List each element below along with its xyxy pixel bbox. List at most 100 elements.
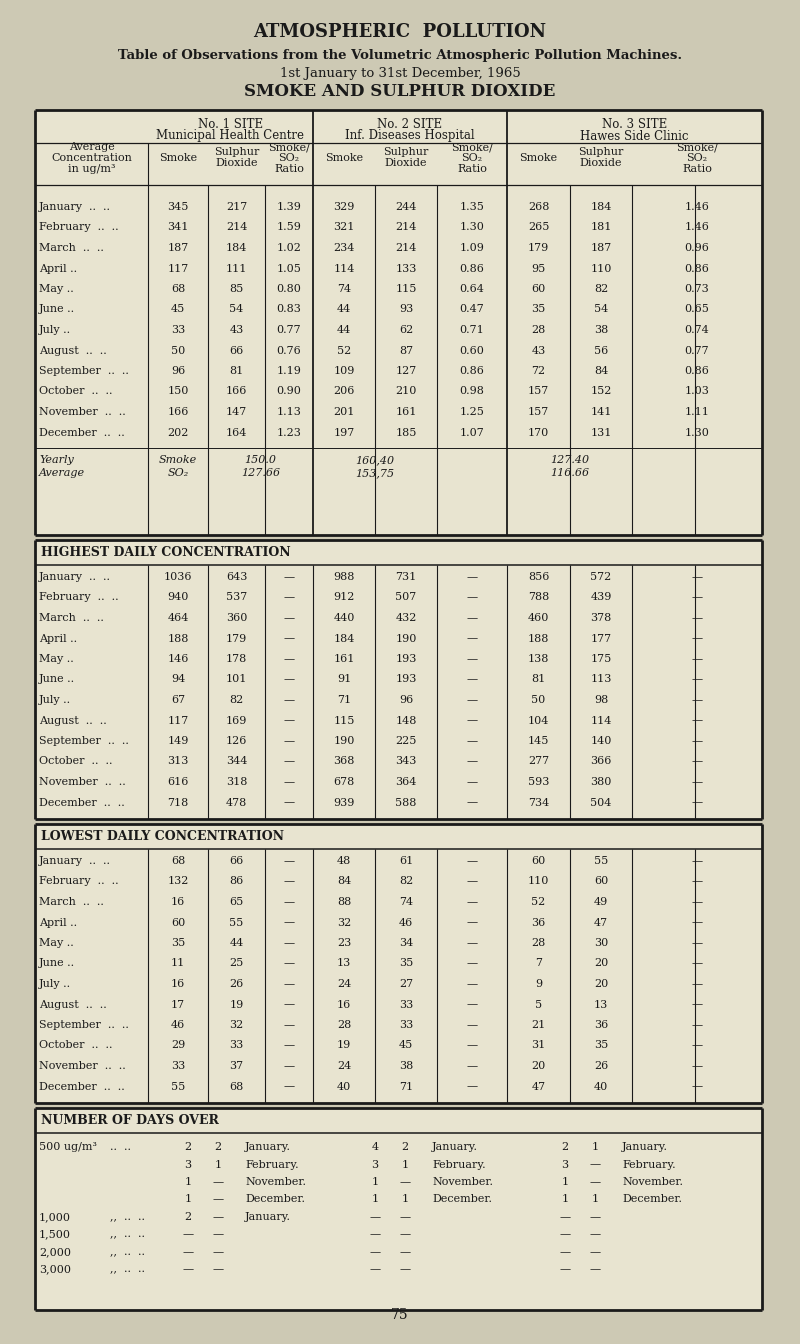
Text: SO₂: SO₂ <box>278 153 299 163</box>
Text: —: — <box>466 856 478 866</box>
Text: —: — <box>466 757 478 766</box>
Text: 678: 678 <box>334 777 354 788</box>
Text: August  ..  ..: August .. .. <box>39 345 106 356</box>
Text: November.: November. <box>622 1177 683 1187</box>
Text: —: — <box>466 675 478 684</box>
Text: —: — <box>691 695 702 706</box>
Text: Smoke: Smoke <box>519 153 558 163</box>
Text: 33: 33 <box>399 1000 413 1009</box>
Text: —: — <box>283 715 294 726</box>
Text: 244: 244 <box>395 202 417 212</box>
Text: —: — <box>691 876 702 887</box>
Text: 0.76: 0.76 <box>277 345 302 356</box>
Text: 147: 147 <box>226 407 247 417</box>
Text: SO₂: SO₂ <box>167 468 189 478</box>
Text: 45: 45 <box>171 305 185 314</box>
Text: 731: 731 <box>395 573 417 582</box>
Text: 572: 572 <box>590 573 612 582</box>
Text: 432: 432 <box>395 613 417 624</box>
Text: February.: February. <box>245 1160 298 1169</box>
Text: 0.74: 0.74 <box>685 325 710 335</box>
Text: 0.77: 0.77 <box>685 345 710 356</box>
Text: June ..: June .. <box>39 958 75 969</box>
Text: 40: 40 <box>337 1082 351 1091</box>
Text: 60: 60 <box>594 876 608 887</box>
Text: —: — <box>559 1265 570 1274</box>
Text: ,,  ..  ..: ,, .. .. <box>110 1212 145 1222</box>
Text: January.: January. <box>432 1142 478 1152</box>
Bar <box>35 824 762 1103</box>
Text: July ..: July .. <box>39 695 71 706</box>
Text: 1036: 1036 <box>164 573 192 582</box>
Text: 364: 364 <box>395 777 417 788</box>
Text: 214: 214 <box>395 243 417 253</box>
Text: 588: 588 <box>395 797 417 808</box>
Text: Average: Average <box>69 142 114 152</box>
Text: —: — <box>399 1212 410 1222</box>
Text: —: — <box>466 918 478 927</box>
Text: June ..: June .. <box>39 305 75 314</box>
Text: 1st January to 31st December, 1965: 1st January to 31st December, 1965 <box>280 66 520 79</box>
Text: 127.40: 127.40 <box>550 456 589 465</box>
Text: 38: 38 <box>399 1060 413 1071</box>
Text: January  ..  ..: January .. .. <box>39 856 111 866</box>
Text: —: — <box>691 1040 702 1051</box>
Text: 3: 3 <box>562 1160 569 1169</box>
Text: 35: 35 <box>594 1040 608 1051</box>
Text: 214: 214 <box>226 223 247 233</box>
Text: —: — <box>466 593 478 602</box>
Text: —: — <box>559 1212 570 1222</box>
Text: 187: 187 <box>167 243 189 253</box>
Text: —: — <box>213 1230 223 1239</box>
Text: 35: 35 <box>531 305 546 314</box>
Text: 0.86: 0.86 <box>685 263 710 273</box>
Text: 160,40: 160,40 <box>355 456 394 465</box>
Text: 60: 60 <box>531 856 546 866</box>
Text: 149: 149 <box>167 737 189 746</box>
Text: 0.71: 0.71 <box>460 325 484 335</box>
Text: Sulphur: Sulphur <box>578 146 624 157</box>
Text: 26: 26 <box>230 978 244 989</box>
Text: —: — <box>283 1040 294 1051</box>
Text: 82: 82 <box>399 876 413 887</box>
Text: 132: 132 <box>167 876 189 887</box>
Text: 61: 61 <box>399 856 413 866</box>
Text: —: — <box>466 613 478 624</box>
Text: 344: 344 <box>226 757 247 766</box>
Text: Dioxide: Dioxide <box>580 159 622 168</box>
Text: —: — <box>283 757 294 766</box>
Bar <box>35 110 762 535</box>
Text: 1: 1 <box>371 1177 378 1187</box>
Text: —: — <box>466 777 478 788</box>
Text: LOWEST DAILY CONCENTRATION: LOWEST DAILY CONCENTRATION <box>41 831 284 844</box>
Text: SO₂: SO₂ <box>686 153 707 163</box>
Text: 88: 88 <box>337 896 351 907</box>
Text: 0.86: 0.86 <box>685 366 710 376</box>
Text: —: — <box>559 1230 570 1239</box>
Text: Smoke/: Smoke/ <box>268 142 310 152</box>
Text: April ..: April .. <box>39 918 77 927</box>
Text: No. 2 SITE: No. 2 SITE <box>378 117 442 130</box>
Text: 1: 1 <box>562 1177 569 1187</box>
Text: July ..: July .. <box>39 978 71 989</box>
Text: 188: 188 <box>167 633 189 644</box>
Text: 4: 4 <box>371 1142 378 1152</box>
Text: —: — <box>691 938 702 948</box>
Text: —: — <box>283 695 294 706</box>
Text: —: — <box>283 938 294 948</box>
Text: —: — <box>466 633 478 644</box>
Text: —: — <box>691 1000 702 1009</box>
Text: 85: 85 <box>230 284 244 294</box>
Text: November  ..  ..: November .. .. <box>39 777 126 788</box>
Text: September  ..  ..: September .. .. <box>39 366 129 376</box>
Text: 117: 117 <box>167 715 189 726</box>
Text: February  ..  ..: February .. .. <box>39 223 118 233</box>
Text: 368: 368 <box>334 757 354 766</box>
Text: 96: 96 <box>171 366 185 376</box>
Text: 28: 28 <box>337 1020 351 1030</box>
Text: Municipal Health Centre: Municipal Health Centre <box>157 129 305 142</box>
Text: 2: 2 <box>185 1142 191 1152</box>
Text: 234: 234 <box>334 243 354 253</box>
Text: 98: 98 <box>594 695 608 706</box>
Text: 37: 37 <box>230 1060 243 1071</box>
